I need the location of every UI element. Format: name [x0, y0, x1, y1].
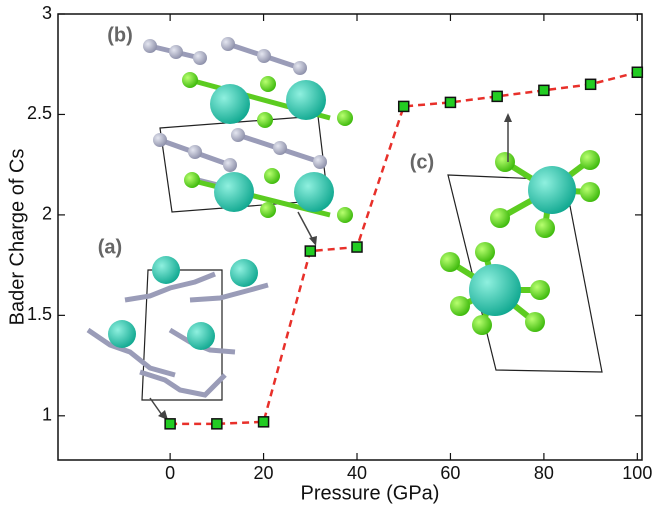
marker [584, 78, 597, 91]
x-axis-label: Pressure (GPa) [301, 482, 440, 504]
marker [444, 96, 457, 109]
marker [164, 418, 176, 430]
x-tick-label: 100 [622, 463, 652, 483]
x-tick-label: 0 [165, 463, 175, 483]
series-line [170, 71, 638, 426]
marker [351, 241, 363, 253]
y-tick-label: 1 [42, 405, 52, 425]
marker [491, 90, 503, 103]
x-tick-label: 20 [254, 463, 274, 483]
x-tick-label: 80 [534, 463, 554, 483]
marker [397, 100, 410, 113]
marker [538, 84, 550, 97]
y-axis-label: Bader Charge of Cs [6, 149, 28, 326]
y-tick-label: 1.5 [27, 304, 52, 324]
inset-structures [86, 37, 603, 420]
x-tick-label: 60 [440, 463, 460, 483]
marker [257, 416, 270, 428]
annotation: (b) [107, 24, 133, 46]
marker [304, 245, 317, 257]
y-tick-label: 3 [42, 3, 52, 23]
marker [211, 418, 223, 430]
y-tick-label: 2.5 [27, 103, 52, 123]
x-tick-label: 40 [347, 463, 367, 483]
marker [631, 66, 644, 79]
annotation: (c) [410, 151, 434, 173]
annotation: (a) [98, 236, 122, 258]
y-tick-label: 2 [42, 204, 52, 224]
plot-frame [57, 13, 643, 461]
